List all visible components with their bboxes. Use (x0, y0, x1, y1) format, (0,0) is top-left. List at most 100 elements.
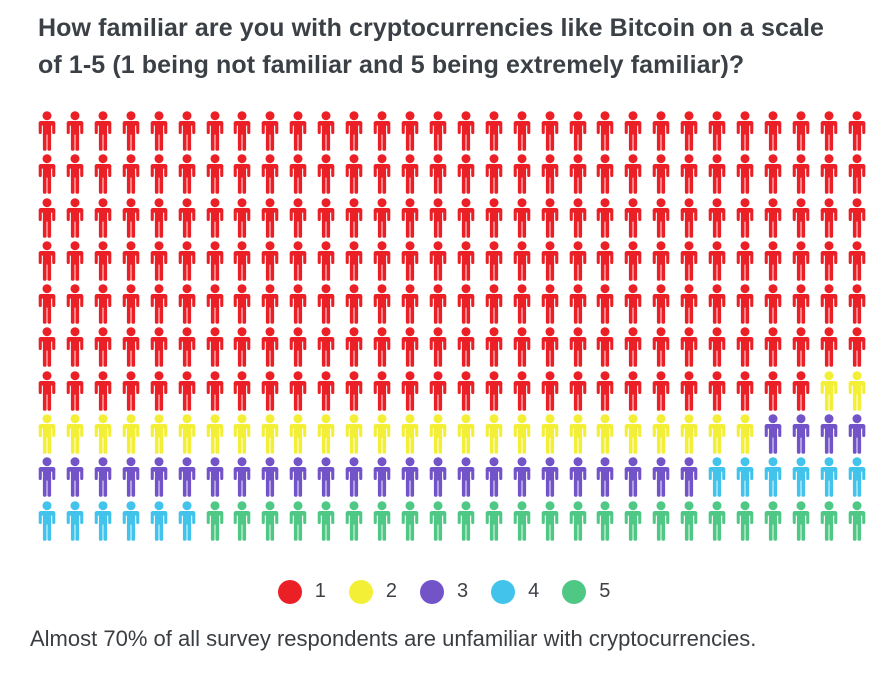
person-icon (204, 284, 226, 324)
person-icon (734, 198, 756, 238)
person-icon (594, 284, 616, 324)
person-icon (511, 154, 533, 194)
person-icon (343, 154, 365, 194)
person-icon (231, 198, 253, 238)
person-icon (371, 414, 393, 454)
person-icon (259, 154, 281, 194)
person-icon (650, 414, 672, 454)
person-icon (371, 284, 393, 324)
person-icon (315, 111, 337, 151)
person-icon (204, 327, 226, 367)
person-icon (539, 241, 561, 281)
person-icon (259, 111, 281, 151)
person-icon (371, 154, 393, 194)
person-icon (650, 241, 672, 281)
person-icon (399, 154, 421, 194)
person-icon (790, 457, 812, 497)
person-icon (567, 198, 589, 238)
legend-dot-icon (348, 579, 373, 604)
legend-label: 2 (385, 580, 397, 603)
person-icon (259, 414, 281, 454)
person-icon (36, 327, 58, 367)
person-icon (64, 284, 86, 324)
person-icon (315, 154, 337, 194)
person-icon (36, 501, 58, 541)
person-icon (567, 501, 589, 541)
person-icon (92, 327, 114, 367)
person-icon (594, 241, 616, 281)
person-icon (148, 501, 170, 541)
person-icon (539, 327, 561, 367)
person-icon (287, 501, 309, 541)
person-icon (36, 154, 58, 194)
person-icon (678, 284, 700, 324)
person-icon (259, 327, 281, 367)
person-icon (790, 371, 812, 411)
person-icon (567, 414, 589, 454)
person-icon (287, 327, 309, 367)
person-icon (818, 198, 840, 238)
person-icon (567, 154, 589, 194)
person-icon (176, 154, 198, 194)
person-icon (148, 198, 170, 238)
person-icon (399, 111, 421, 151)
person-icon (287, 371, 309, 411)
person-icon (287, 284, 309, 324)
person-icon (64, 501, 86, 541)
person-icon (343, 457, 365, 497)
person-icon (594, 414, 616, 454)
person-icon (483, 241, 505, 281)
chart-caption: Almost 70% of all survey respondents are… (30, 625, 757, 651)
person-icon (483, 501, 505, 541)
person-icon (92, 371, 114, 411)
person-icon (315, 241, 337, 281)
person-icon (204, 414, 226, 454)
person-icon (622, 154, 644, 194)
person-icon (204, 111, 226, 151)
person-icon (427, 241, 449, 281)
person-icon (371, 111, 393, 151)
person-icon (92, 111, 114, 151)
person-icon (511, 457, 533, 497)
person-icon (427, 111, 449, 151)
person-icon (734, 414, 756, 454)
person-icon (790, 241, 812, 281)
person-icon (539, 457, 561, 497)
person-icon (120, 457, 142, 497)
person-icon (315, 284, 337, 324)
person-icon (622, 327, 644, 367)
person-icon (231, 414, 253, 454)
person-icon (790, 327, 812, 367)
person-icon (36, 284, 58, 324)
person-icon (120, 241, 142, 281)
person-icon (762, 501, 784, 541)
person-icon (483, 371, 505, 411)
person-icon (622, 414, 644, 454)
person-icon (231, 327, 253, 367)
person-icon (231, 501, 253, 541)
person-icon (678, 457, 700, 497)
person-icon (846, 501, 868, 541)
person-icon (36, 414, 58, 454)
person-icon (678, 371, 700, 411)
person-icon (343, 198, 365, 238)
person-icon (594, 327, 616, 367)
person-icon (287, 414, 309, 454)
person-icon (427, 414, 449, 454)
person-icon (259, 371, 281, 411)
person-icon (762, 457, 784, 497)
person-icon (120, 327, 142, 367)
person-icon (120, 284, 142, 324)
person-icon (706, 111, 728, 151)
person-icon (231, 371, 253, 411)
person-icon (511, 111, 533, 151)
person-icon (483, 284, 505, 324)
person-icon (483, 457, 505, 497)
person-icon (92, 414, 114, 454)
person-icon (762, 241, 784, 281)
person-icon (455, 371, 477, 411)
person-icon (176, 457, 198, 497)
person-icon (399, 501, 421, 541)
person-icon (120, 198, 142, 238)
person-icon (539, 371, 561, 411)
